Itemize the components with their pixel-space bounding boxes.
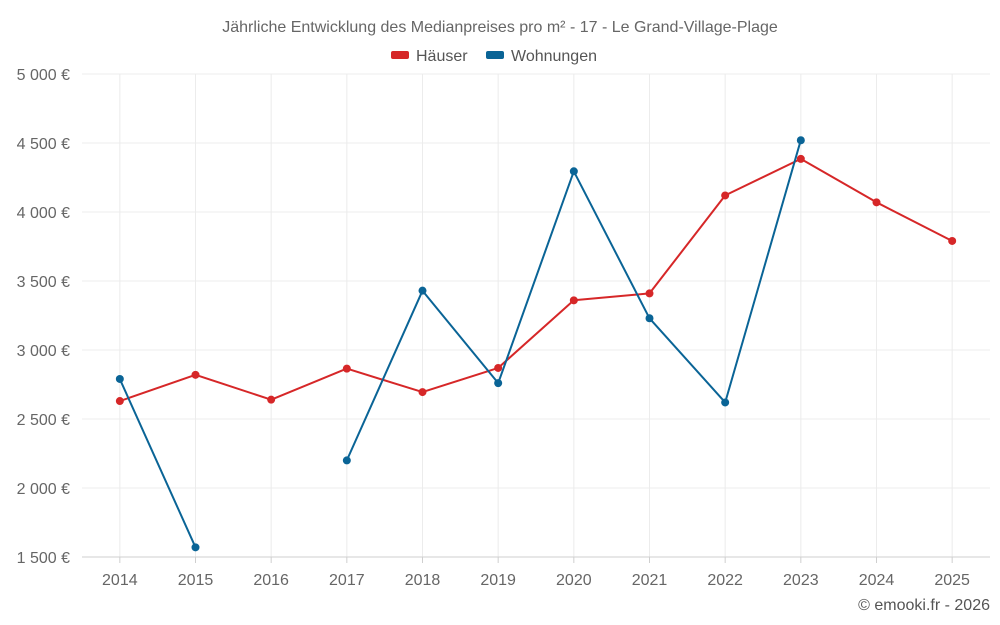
- data-point[interactable]: [342, 456, 351, 465]
- series: [115, 136, 957, 552]
- data-point[interactable]: [267, 395, 276, 404]
- legend-swatch: [391, 51, 409, 59]
- x-axis: 2014 2015 2016 2017 2018 2019 2020 2021 2022 2023…: [82, 556, 990, 589]
- x-tick-label: 2018: [405, 572, 441, 589]
- y-tick-label: 3 500 €: [17, 274, 70, 291]
- data-point[interactable]: [191, 370, 200, 379]
- x-tick-label: 2016: [253, 572, 289, 589]
- grid: [82, 73, 990, 558]
- data-point[interactable]: [115, 374, 124, 383]
- y-tick-label: 3 000 €: [17, 343, 70, 360]
- x-tick-label: 2014: [102, 572, 138, 589]
- data-point[interactable]: [418, 286, 427, 295]
- data-point[interactable]: [721, 191, 730, 200]
- data-point[interactable]: [418, 388, 427, 397]
- y-tick-label: 4 000 €: [17, 205, 70, 222]
- chart-title: Jährliche Entwicklung des Medianpreises …: [222, 19, 778, 36]
- x-tick-label: 2020: [556, 572, 592, 589]
- data-point[interactable]: [494, 363, 503, 372]
- y-tick-label: 2 000 €: [17, 481, 70, 498]
- credit-text: © emooki.fr - 2026: [858, 597, 990, 614]
- x-tick-label: 2017: [329, 572, 365, 589]
- series-line: [118, 139, 802, 548]
- data-point[interactable]: [645, 314, 654, 323]
- data-point[interactable]: [872, 198, 881, 207]
- x-tick-label: 2015: [178, 572, 214, 589]
- x-tick-label: 2024: [859, 572, 895, 589]
- y-tick-label: 4 500 €: [17, 136, 70, 153]
- data-point[interactable]: [796, 136, 805, 145]
- legend: Häuser Wohnungen: [391, 48, 597, 65]
- legend-label[interactable]: Wohnungen: [511, 48, 597, 65]
- data-point[interactable]: [342, 364, 351, 373]
- legend-swatch: [486, 51, 504, 59]
- data-point[interactable]: [191, 543, 200, 552]
- x-tick-label: 2025: [934, 572, 970, 589]
- series-group: [115, 154, 957, 406]
- data-point[interactable]: [569, 167, 578, 176]
- series-line: [119, 157, 953, 403]
- x-tick-label: 2019: [480, 572, 516, 589]
- data-point[interactable]: [948, 236, 957, 245]
- data-point[interactable]: [569, 296, 578, 305]
- data-point[interactable]: [494, 379, 503, 388]
- y-tick-label: 2 500 €: [17, 412, 70, 429]
- legend-label[interactable]: Häuser: [416, 48, 468, 65]
- x-tick-label: 2023: [783, 572, 819, 589]
- y-tick-label: 1 500 €: [17, 550, 70, 567]
- y-tick-label: 5 000 €: [17, 67, 70, 84]
- x-tick-label: 2022: [707, 572, 743, 589]
- data-point[interactable]: [721, 398, 730, 407]
- data-point[interactable]: [115, 397, 124, 406]
- data-point[interactable]: [645, 289, 654, 298]
- series-group: [115, 136, 805, 552]
- data-point[interactable]: [796, 154, 805, 163]
- y-axis: 1 500 € 2 000 € 2 500 € 3 000 € 3 500 € 4 000…: [17, 67, 70, 567]
- x-tick-label: 2021: [632, 572, 668, 589]
